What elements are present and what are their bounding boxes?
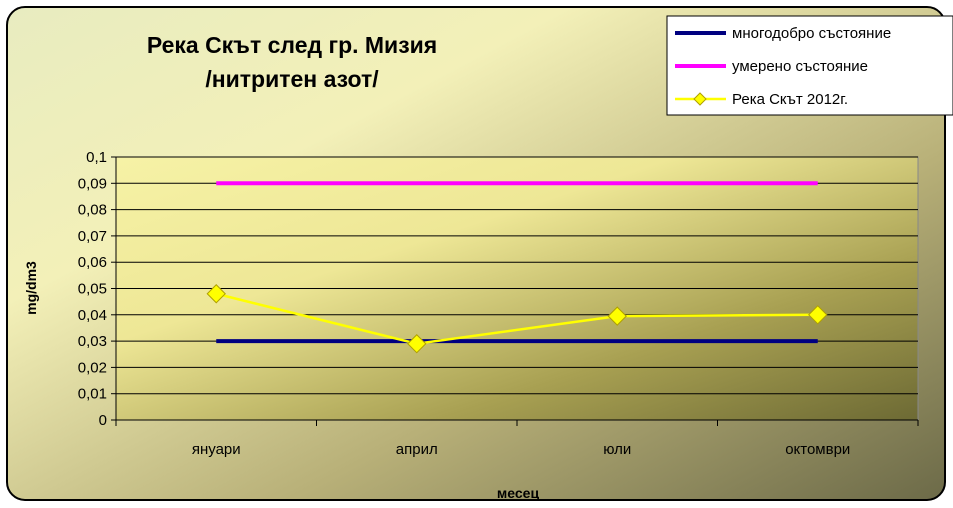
series-layer xyxy=(206,181,828,354)
y-tick-label: 0,05 xyxy=(78,281,107,298)
series-line-2 xyxy=(215,292,818,346)
legend: многодобро състояние умерено състояние Рек… xyxy=(666,15,953,116)
x-tick-label: юли xyxy=(603,441,631,458)
data-point-marker xyxy=(206,284,226,304)
y-axis-ticks: 0 0,01 0,02 0,03 0,04 0,05 0,06 0,07 0,08 0,09 0,1 xyxy=(78,149,117,429)
y-tick-label: 0,04 xyxy=(78,307,107,324)
y-axis-label: mg/dm3 xyxy=(23,261,39,315)
x-tick-label: януари xyxy=(192,441,241,458)
chart-title-line2: /нитритен азот/ xyxy=(205,66,379,92)
data-point-marker xyxy=(607,306,627,326)
x-axis-label: месец xyxy=(497,485,540,501)
x-tick-label: април xyxy=(396,441,438,458)
data-point-marker xyxy=(407,334,427,354)
x-tick-label: октомври xyxy=(785,441,850,458)
legend-marker xyxy=(693,92,707,106)
y-tick-label: 0 xyxy=(99,412,107,429)
y-tick-label: 0,07 xyxy=(78,228,107,245)
y-tick-label: 0,03 xyxy=(78,333,107,350)
data-point-marker xyxy=(808,305,828,325)
legend-label: Река Скът 2012г. xyxy=(732,91,848,108)
legend-label: многодобро състояние xyxy=(732,25,891,42)
x-axis-ticks: януари април юли октомври xyxy=(115,419,919,458)
y-tick-label: 0,08 xyxy=(78,202,107,219)
legend-items: многодобро състояние умерено състояние Рек… xyxy=(675,25,891,108)
y-tick-label: 0,06 xyxy=(78,254,107,271)
y-tick-label: 0,01 xyxy=(78,386,107,403)
y-tick-label: 0,1 xyxy=(86,149,107,166)
chart-title-line1: Река Скът след гр. Мизия xyxy=(147,32,437,58)
y-tick-label: 0,09 xyxy=(78,175,107,192)
y-tick-label: 0,02 xyxy=(78,359,107,376)
legend-label: умерено състояние xyxy=(732,58,868,75)
